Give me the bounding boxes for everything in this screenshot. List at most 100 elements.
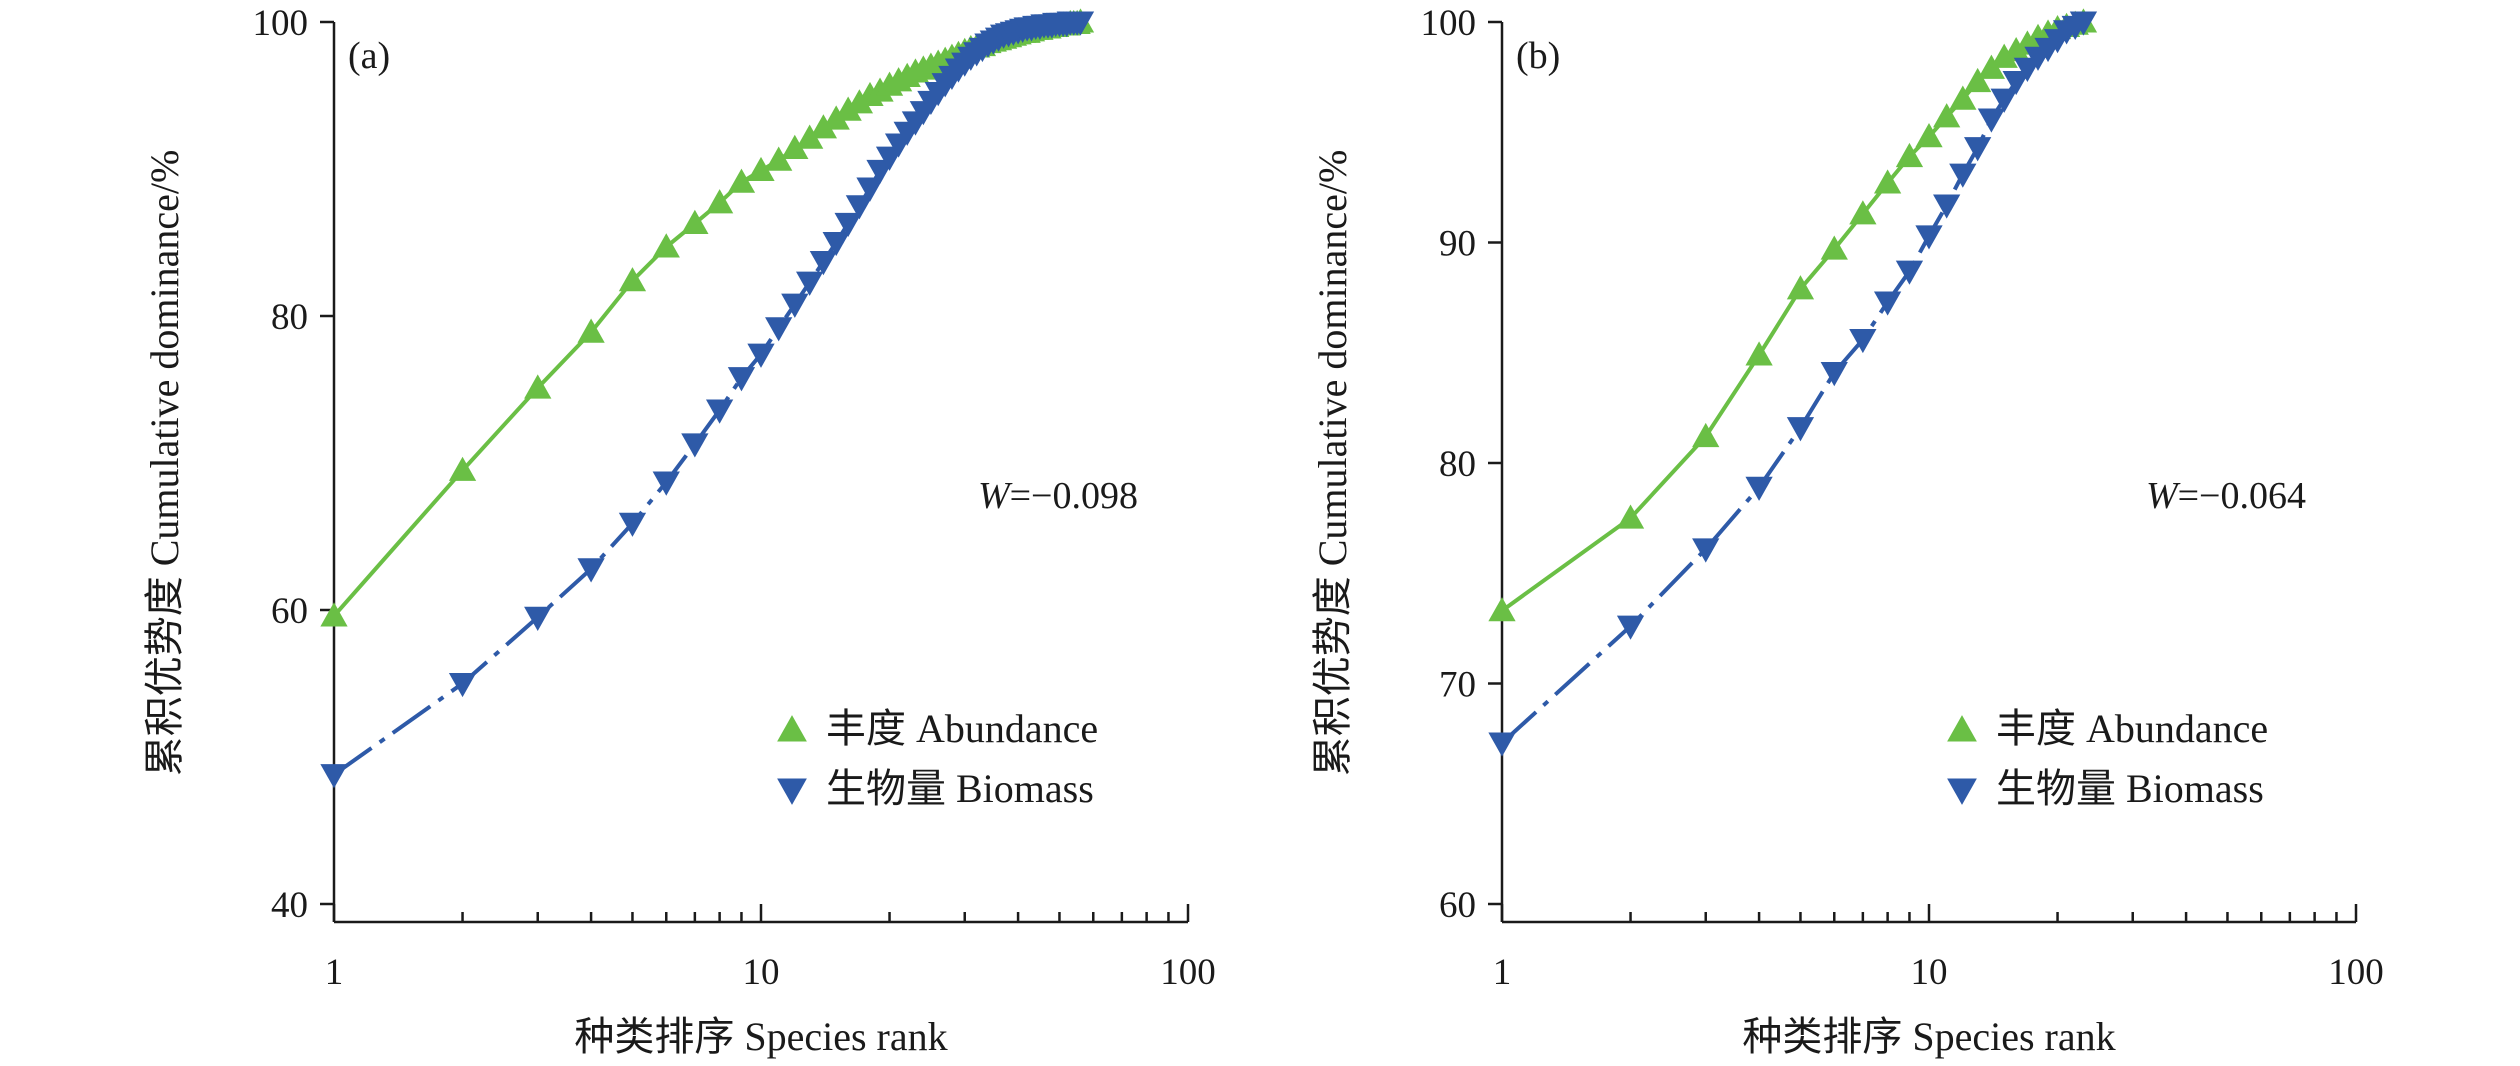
data-point-marker xyxy=(524,374,552,399)
data-point-marker xyxy=(652,233,680,258)
y-tick-label: 80 xyxy=(1439,444,1476,485)
data-point-marker xyxy=(1820,235,1848,260)
series-abundance xyxy=(320,8,1095,627)
w-annotation-value: =−0.064 xyxy=(2178,475,2306,517)
data-point-marker xyxy=(1786,275,1815,300)
y-tick-label: 40 xyxy=(271,885,308,926)
series-line xyxy=(332,20,1081,777)
x-tick-label: 1 xyxy=(1493,952,1512,993)
legend-label-biomass: 生物量 Biomass xyxy=(1996,766,2264,811)
data-point-marker xyxy=(1990,43,2018,68)
x-axis-title: 种类排序 Species rank xyxy=(574,1014,947,1059)
data-point-marker xyxy=(765,317,793,342)
data-point-marker xyxy=(2002,70,2030,96)
panel-label: (a) xyxy=(348,35,390,77)
data-point-marker xyxy=(1977,108,2006,133)
data-point-marker xyxy=(1488,597,1516,622)
w-annotation-symbol: W xyxy=(2146,475,2181,517)
data-point-marker xyxy=(681,433,709,458)
data-point-marker xyxy=(1949,85,1977,110)
legend-label-abundance: 丰度 Abundance xyxy=(826,706,1098,751)
legend-marker-biomass xyxy=(1947,778,1977,805)
y-tick-label: 80 xyxy=(271,297,308,338)
legend-marker-biomass xyxy=(777,778,807,805)
w-annotation: W=−0.098 xyxy=(978,475,1138,517)
y-tick-label: 60 xyxy=(271,591,308,632)
data-point-marker xyxy=(1933,194,1961,219)
data-point-marker xyxy=(809,114,838,139)
data-point-marker xyxy=(448,456,477,481)
x-tick-label: 10 xyxy=(743,952,780,993)
data-point-marker xyxy=(834,96,862,121)
data-point-marker xyxy=(1873,169,1902,194)
data-point-marker xyxy=(727,168,756,193)
y-tick-label: 60 xyxy=(1439,885,1476,926)
data-point-marker xyxy=(1949,163,1977,188)
data-point-marker xyxy=(1990,88,2018,113)
chart-panel-a: 40 60 80 100 1 10 100 种类排序 Species rank 累积优势度 Cu… xyxy=(142,3,1216,1059)
series-biomass xyxy=(1488,11,2098,757)
legend-marker-abundance xyxy=(777,715,807,742)
data-point-marker xyxy=(1616,504,1645,529)
y-axis-title: 累积优势度 Cumulative dominance/% xyxy=(142,150,187,777)
data-point-marker xyxy=(577,558,605,583)
series-line xyxy=(332,20,1082,618)
w-annotation-value: =−0.098 xyxy=(1010,475,1138,517)
data-point-marker xyxy=(747,156,775,182)
data-point-marker xyxy=(705,399,734,424)
legend-marker-abundance xyxy=(1947,715,1977,742)
data-point-marker xyxy=(320,602,348,627)
y-tick-label: 70 xyxy=(1439,665,1476,706)
y-axis-title: 累积优势度 Cumulative dominance/% xyxy=(1310,150,1355,777)
x-tick-label: 100 xyxy=(1160,952,1216,993)
y-tick-label: 100 xyxy=(253,3,309,44)
legend-label-biomass: 生物量 Biomass xyxy=(826,766,1094,811)
y-tick-label: 100 xyxy=(1421,3,1477,44)
data-point-marker xyxy=(822,105,850,130)
data-point-marker xyxy=(618,512,647,537)
data-point-marker xyxy=(1692,538,1720,563)
x-tick-label: 1 xyxy=(325,952,344,993)
data-point-marker xyxy=(1066,11,1095,36)
data-point-marker xyxy=(834,212,862,238)
data-point-marker xyxy=(1849,328,1877,354)
data-point-marker xyxy=(705,189,734,214)
y-tick-label: 90 xyxy=(1439,224,1476,265)
data-point-marker xyxy=(845,195,874,220)
data-point-marker xyxy=(1915,225,1943,250)
x-axis-title: 种类排序 Species rank xyxy=(1742,1014,2115,1059)
data-point-marker xyxy=(1745,476,1773,501)
data-point-marker xyxy=(524,606,552,631)
series-biomass xyxy=(320,11,1095,789)
x-tick-label: 10 xyxy=(1911,952,1948,993)
data-point-marker xyxy=(1915,123,1943,148)
x-tick-label: 100 xyxy=(2328,952,2384,993)
data-point-marker xyxy=(2002,37,2030,62)
data-point-marker xyxy=(320,764,348,789)
panel-label: (b) xyxy=(1516,35,1560,77)
w-annotation-symbol: W xyxy=(978,475,1013,517)
data-point-marker xyxy=(448,672,477,698)
series-line xyxy=(1500,20,2085,745)
data-point-marker xyxy=(1488,732,1516,757)
data-point-marker xyxy=(2069,11,2098,36)
data-point-marker xyxy=(1786,417,1815,442)
data-point-marker xyxy=(1616,615,1645,640)
data-point-marker xyxy=(856,177,884,202)
data-point-marker xyxy=(1849,200,1877,225)
data-point-marker xyxy=(781,293,809,318)
data-point-marker xyxy=(796,271,824,296)
data-point-marker xyxy=(1895,260,1924,285)
data-point-marker xyxy=(781,134,809,159)
data-point-marker xyxy=(1745,341,1773,366)
data-point-marker xyxy=(1933,103,1961,128)
data-point-marker xyxy=(809,251,838,276)
data-point-marker xyxy=(765,146,793,171)
w-annotation: W=−0.064 xyxy=(2146,475,2306,517)
data-point-marker xyxy=(727,367,756,392)
data-point-marker xyxy=(796,124,824,149)
data-point-marker xyxy=(822,231,850,257)
legend-label-abundance: 丰度 Abundance xyxy=(1996,706,2268,751)
